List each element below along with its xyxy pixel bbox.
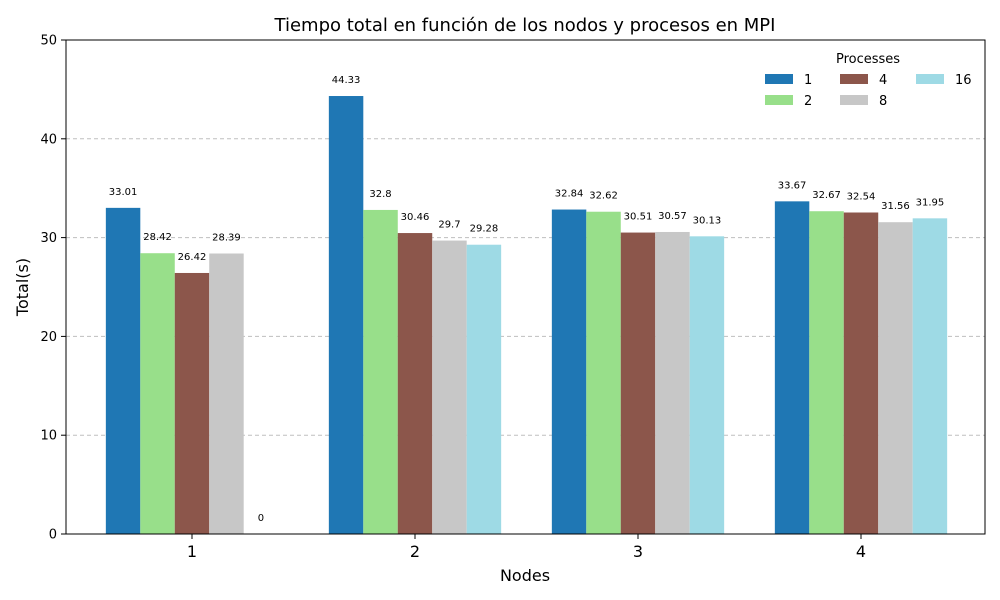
bar-value-label: 28.42 [143,232,172,243]
bar-value-label: 30.46 [401,212,430,223]
bar-value-labels: 33.01 28.42 26.42 28.39 0 44.33 32.8 30.46 29.7 2… [109,75,944,524]
bar [105,207,141,534]
bar [620,232,656,534]
legend-swatch [840,74,868,84]
bar [363,209,398,534]
bar [328,96,364,535]
bar [809,211,844,534]
y-axis-label: Total(s) [13,258,32,317]
bar-value-label: 0 [258,513,264,524]
legend-swatch [840,95,868,105]
legend-entry-label: 4 [879,73,887,88]
bar-value-label: 32.84 [555,189,584,200]
bar [843,212,879,534]
chart-title: Tiempo total en función de los nodos y p… [274,15,776,36]
bar-value-label: 31.95 [916,197,945,208]
y-tick-label: 50 [40,34,57,49]
bar [774,201,810,534]
legend-swatch [765,74,793,84]
bar [174,272,210,534]
bar-value-label: 32.8 [369,189,391,200]
bar [397,233,433,534]
bar [586,211,621,534]
bar [432,240,467,534]
bars [105,96,948,535]
y-tick-label: 10 [40,429,57,444]
legend: Processes 1 2 4 8 16 [765,52,972,109]
bar-value-label: 28.39 [212,233,241,244]
bar [209,253,244,534]
x-tick-label: 2 [410,542,420,561]
bar-value-label: 29.7 [438,220,460,231]
y-tick-label: 40 [40,132,57,147]
legend-entry-label: 2 [804,94,812,109]
bar-value-label: 30.13 [693,215,722,226]
bar-value-label: 33.01 [109,187,138,198]
bar [655,231,690,535]
bar [689,236,725,534]
legend-entry-label: 16 [955,73,972,88]
y-tick-label: 30 [40,231,57,246]
bar-value-label: 26.42 [178,252,207,263]
legend-title: Processes [836,52,900,67]
bar-value-label: 31.56 [881,201,910,212]
x-tick-label: 4 [856,542,866,561]
legend-entry-label: 8 [879,94,887,109]
bar [878,222,913,534]
bar-value-label: 29.28 [470,224,499,235]
legend-swatch [916,74,944,84]
bar-value-label: 32.54 [847,192,876,203]
bar-value-label: 32.62 [589,191,618,202]
bar [912,218,948,535]
bar-value-label: 30.51 [624,212,653,223]
bar [140,253,175,535]
x-axis-label: Nodes [500,566,550,585]
bar-value-label: 44.33 [332,75,361,86]
bar-value-label: 30.57 [658,211,687,222]
bar-value-label: 33.67 [778,180,807,191]
bar [466,244,502,534]
plot-frame [65,39,986,535]
bar-value-label: 32.67 [812,190,841,201]
x-tick-label: 3 [633,542,643,561]
y-tick-label: 20 [40,330,57,345]
bar [551,209,587,534]
y-tick-label: 0 [49,528,57,543]
x-tick-label: 1 [187,542,197,561]
legend-swatch [765,95,793,105]
legend-entry-label: 1 [804,73,812,88]
